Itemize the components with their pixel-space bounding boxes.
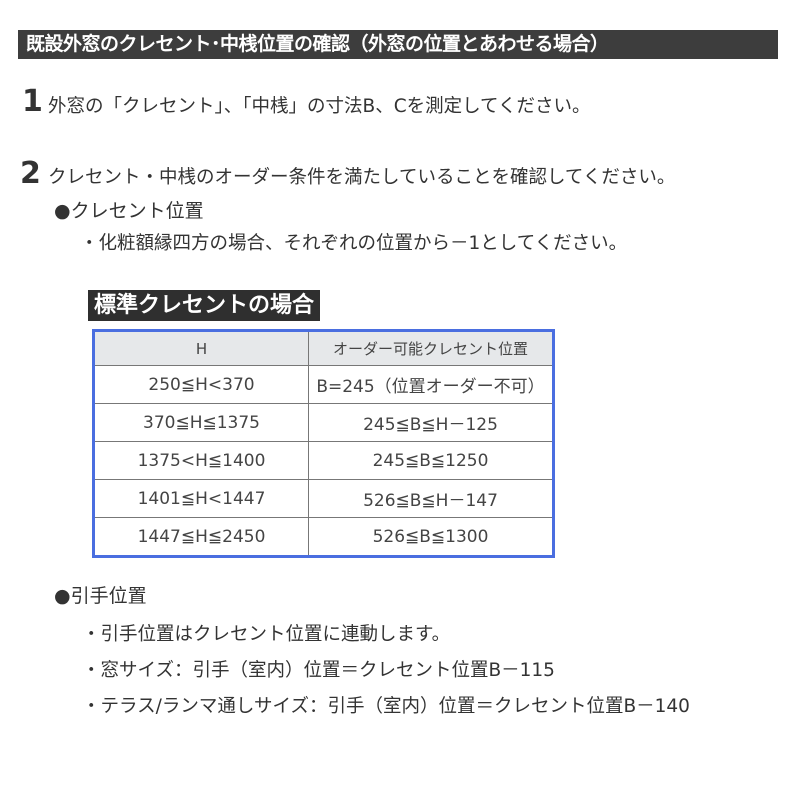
handle-heading: ●引手位置 <box>54 585 147 607</box>
handle-bullet: ・テラス/ランマ通しサイズ：引手（室内）位置＝クレセント位置B－140 <box>82 696 690 717</box>
table-row: 1375<H≦1400 245≦B≦1250 <box>93 441 554 480</box>
table-header-row: H オーダー可能クレセント位置 <box>93 330 554 366</box>
table-row: 1447≦H≦2450 526≦B≦1300 <box>93 517 554 557</box>
table-row: 370≦H≦1375 245≦B≦H－125 <box>93 403 554 442</box>
table-cell: 526≦B≦1300 <box>308 517 554 557</box>
step-text: 外窓の「クレセント」、「中桟」の寸法B、Cを測定してください。 <box>48 96 591 117</box>
crescent-bullet: ・化粧額縁四方の場合、それぞれの位置から－1としてください。 <box>80 233 628 254</box>
table-cell: 1375<H≦1400 <box>93 441 309 480</box>
step-number: 1 <box>22 84 43 119</box>
table-label: 標準クレセントの場合 <box>88 290 321 321</box>
header-cell: H <box>93 330 309 366</box>
table-cell: 245≦B≦H－125 <box>308 403 554 442</box>
crescent-order-table: H オーダー可能クレセント位置 250≦H<370 B=245（位置オーダー不可）… <box>92 329 555 558</box>
handle-bullet: ・引手位置はクレセント位置に連動します。 <box>82 624 451 645</box>
step-text: クレセント・中桟のオーダー条件を満たしていることを確認してください。 <box>48 167 676 188</box>
table-row: 250≦H<370 B=245（位置オーダー不可） <box>93 365 554 404</box>
header-cell: オーダー可能クレセント位置 <box>308 330 554 366</box>
table-row: 1401≦H<1447 526≦B≦H－147 <box>93 479 554 518</box>
table-cell: 245≦B≦1250 <box>308 441 554 480</box>
table-cell: B=245（位置オーダー不可） <box>308 365 554 404</box>
table-cell: 1447≦H≦2450 <box>93 517 309 557</box>
step-number: 2 <box>20 156 41 191</box>
crescent-heading: ●クレセント位置 <box>54 200 204 222</box>
handle-bullet: ・窓サイズ：引手（室内）位置＝クレセント位置B－115 <box>82 660 555 681</box>
table-cell: 1401≦H<1447 <box>93 479 309 518</box>
table-cell: 250≦H<370 <box>93 365 309 404</box>
table-cell: 370≦H≦1375 <box>93 403 309 442</box>
section-title: 既設外窓のクレセント･中桟位置の確認（外窓の位置とあわせる場合） <box>18 30 778 59</box>
table-cell: 526≦B≦H－147 <box>308 479 554 518</box>
